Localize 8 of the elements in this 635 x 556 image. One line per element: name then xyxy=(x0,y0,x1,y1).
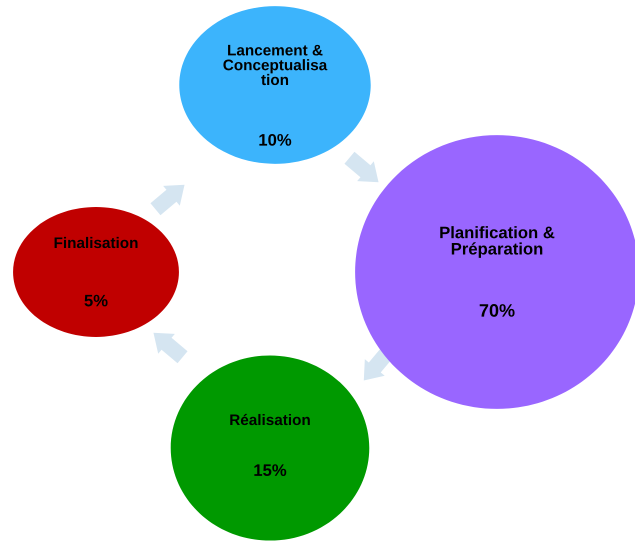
category-label: Lancement & Conceptualisa tion xyxy=(223,44,328,86)
category-label: Finalisation xyxy=(54,236,138,248)
data-label: 5% xyxy=(84,294,108,306)
data-label: 15% xyxy=(254,464,286,476)
category-label: Réalisation xyxy=(230,414,310,426)
category-label: Planification & Préparation xyxy=(440,226,554,258)
data-label: 10% xyxy=(259,134,292,146)
data-label: 70% xyxy=(480,304,515,317)
